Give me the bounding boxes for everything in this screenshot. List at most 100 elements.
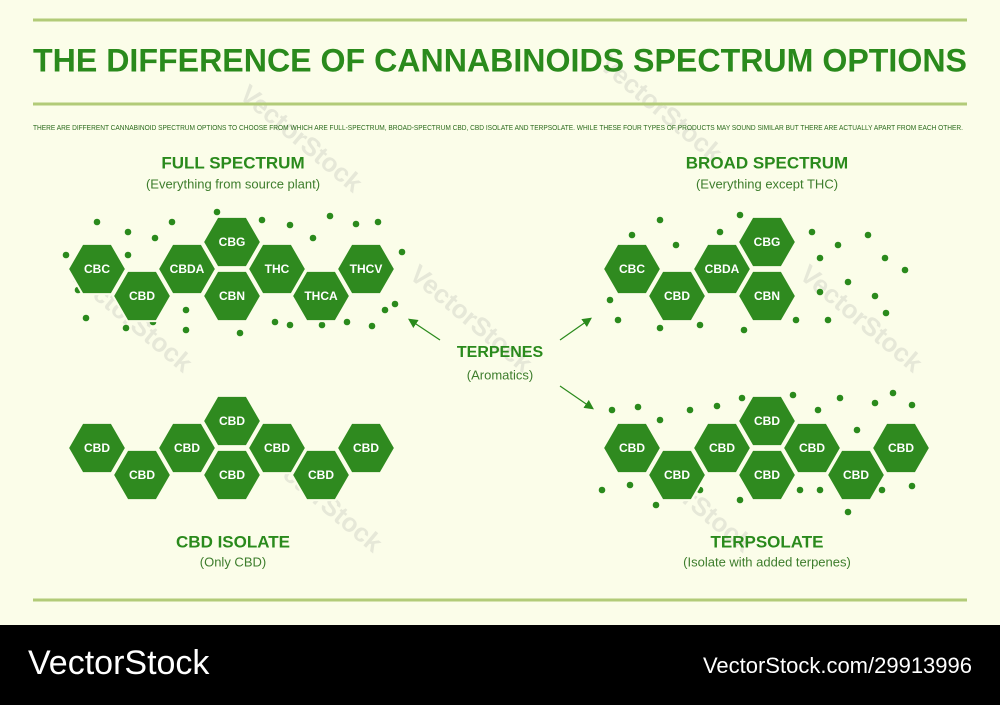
arrow [559, 317, 592, 341]
panel-subtitle: (Only CBD) [200, 554, 266, 569]
molecule-label: CBD [174, 441, 200, 455]
dot [808, 228, 816, 236]
hexagon [201, 448, 263, 502]
molecule-label: THCV [350, 262, 383, 276]
dot [834, 241, 842, 249]
hexagon [736, 448, 798, 502]
dot [652, 501, 660, 509]
dot [626, 481, 634, 489]
dot [881, 254, 889, 262]
panel-subtitle: (Isolate with added terpenes) [683, 554, 851, 569]
hexagon [646, 269, 708, 323]
molecule-label: CBD [129, 468, 155, 482]
dot [864, 231, 872, 239]
hexagon [111, 448, 173, 502]
dot [286, 321, 294, 329]
molecule-label: CBD [308, 468, 334, 482]
dot [792, 316, 800, 324]
dot [871, 292, 879, 300]
hexagon [601, 421, 663, 475]
dot [381, 306, 389, 314]
dot [608, 406, 616, 414]
dot [634, 403, 642, 411]
dot [391, 300, 399, 308]
dot [82, 314, 90, 322]
dot [738, 394, 746, 402]
hexagon [691, 421, 753, 475]
dot [656, 416, 664, 424]
hexagon [156, 242, 218, 296]
molecule-label: THC [265, 262, 290, 276]
dot [672, 241, 680, 249]
dot [326, 212, 334, 220]
dot [889, 389, 897, 397]
dot [686, 406, 694, 414]
dot [318, 321, 326, 329]
molecule-label: CBN [219, 289, 245, 303]
arrows [408, 317, 594, 410]
hexagon [870, 421, 932, 475]
intro: THERE ARE DIFFERENT CANNABINOID SPECTRUM… [33, 125, 963, 132]
molecule-label: CBN [754, 289, 780, 303]
molecule-label: CBC [84, 262, 110, 276]
dot [628, 231, 636, 239]
dot [614, 316, 622, 324]
hexagon [736, 215, 798, 269]
molecule-label: CBDA [170, 262, 205, 276]
hexagon [646, 448, 708, 502]
molecule-label: CBD [799, 441, 825, 455]
dot [598, 486, 606, 494]
dot [736, 211, 744, 219]
dot [716, 228, 724, 236]
dot [151, 234, 159, 242]
molecule-label: CBD [219, 414, 245, 428]
dot [836, 394, 844, 402]
dot [182, 326, 190, 334]
hexagon [290, 448, 352, 502]
dot [236, 329, 244, 337]
dot [124, 251, 132, 259]
hexagon [601, 242, 663, 296]
dot [814, 406, 822, 414]
hexagon [111, 269, 173, 323]
dot [62, 251, 70, 259]
hexagon [201, 215, 263, 269]
hexagon [156, 421, 218, 475]
dot [368, 322, 376, 330]
hexagon [66, 242, 128, 296]
panel-title: BROAD SPECTRUM [686, 153, 848, 172]
molecule-label: CBD [709, 441, 735, 455]
footer-brand: VectorStock [28, 644, 210, 682]
dot [309, 234, 317, 242]
title: THE DIFFERENCE OF CANNABINOIDS SPECTRUM … [33, 42, 967, 78]
molecule-label: CBD [219, 468, 245, 482]
dot [606, 296, 614, 304]
molecule-label: CBC [619, 262, 645, 276]
hexagon [825, 448, 887, 502]
dot [374, 218, 382, 226]
molecule-label: CBD [619, 441, 645, 455]
molecule-label: THCA [304, 289, 338, 303]
molecule-label: CBDA [705, 262, 740, 276]
molecule-label: CBG [754, 235, 781, 249]
molecule-label: CBD [84, 441, 110, 455]
hexagon [781, 421, 843, 475]
hexagon [201, 269, 263, 323]
molecule-label: CBD [129, 289, 155, 303]
dot [168, 218, 176, 226]
dot [908, 401, 916, 409]
molecule-label: CBD [754, 414, 780, 428]
dot [696, 321, 704, 329]
panel-title: FULL SPECTRUM [161, 153, 304, 172]
dot [656, 216, 664, 224]
dot [258, 216, 266, 224]
dot [656, 324, 664, 332]
dot [789, 391, 797, 399]
panel-title: TERPSOLATE [710, 532, 823, 551]
center-title: TERPENES [457, 344, 544, 361]
hexagon [736, 269, 798, 323]
panel-title: CBD ISOLATE [176, 532, 290, 551]
hexagon [201, 394, 263, 448]
dot [871, 399, 879, 407]
dot [286, 221, 294, 229]
